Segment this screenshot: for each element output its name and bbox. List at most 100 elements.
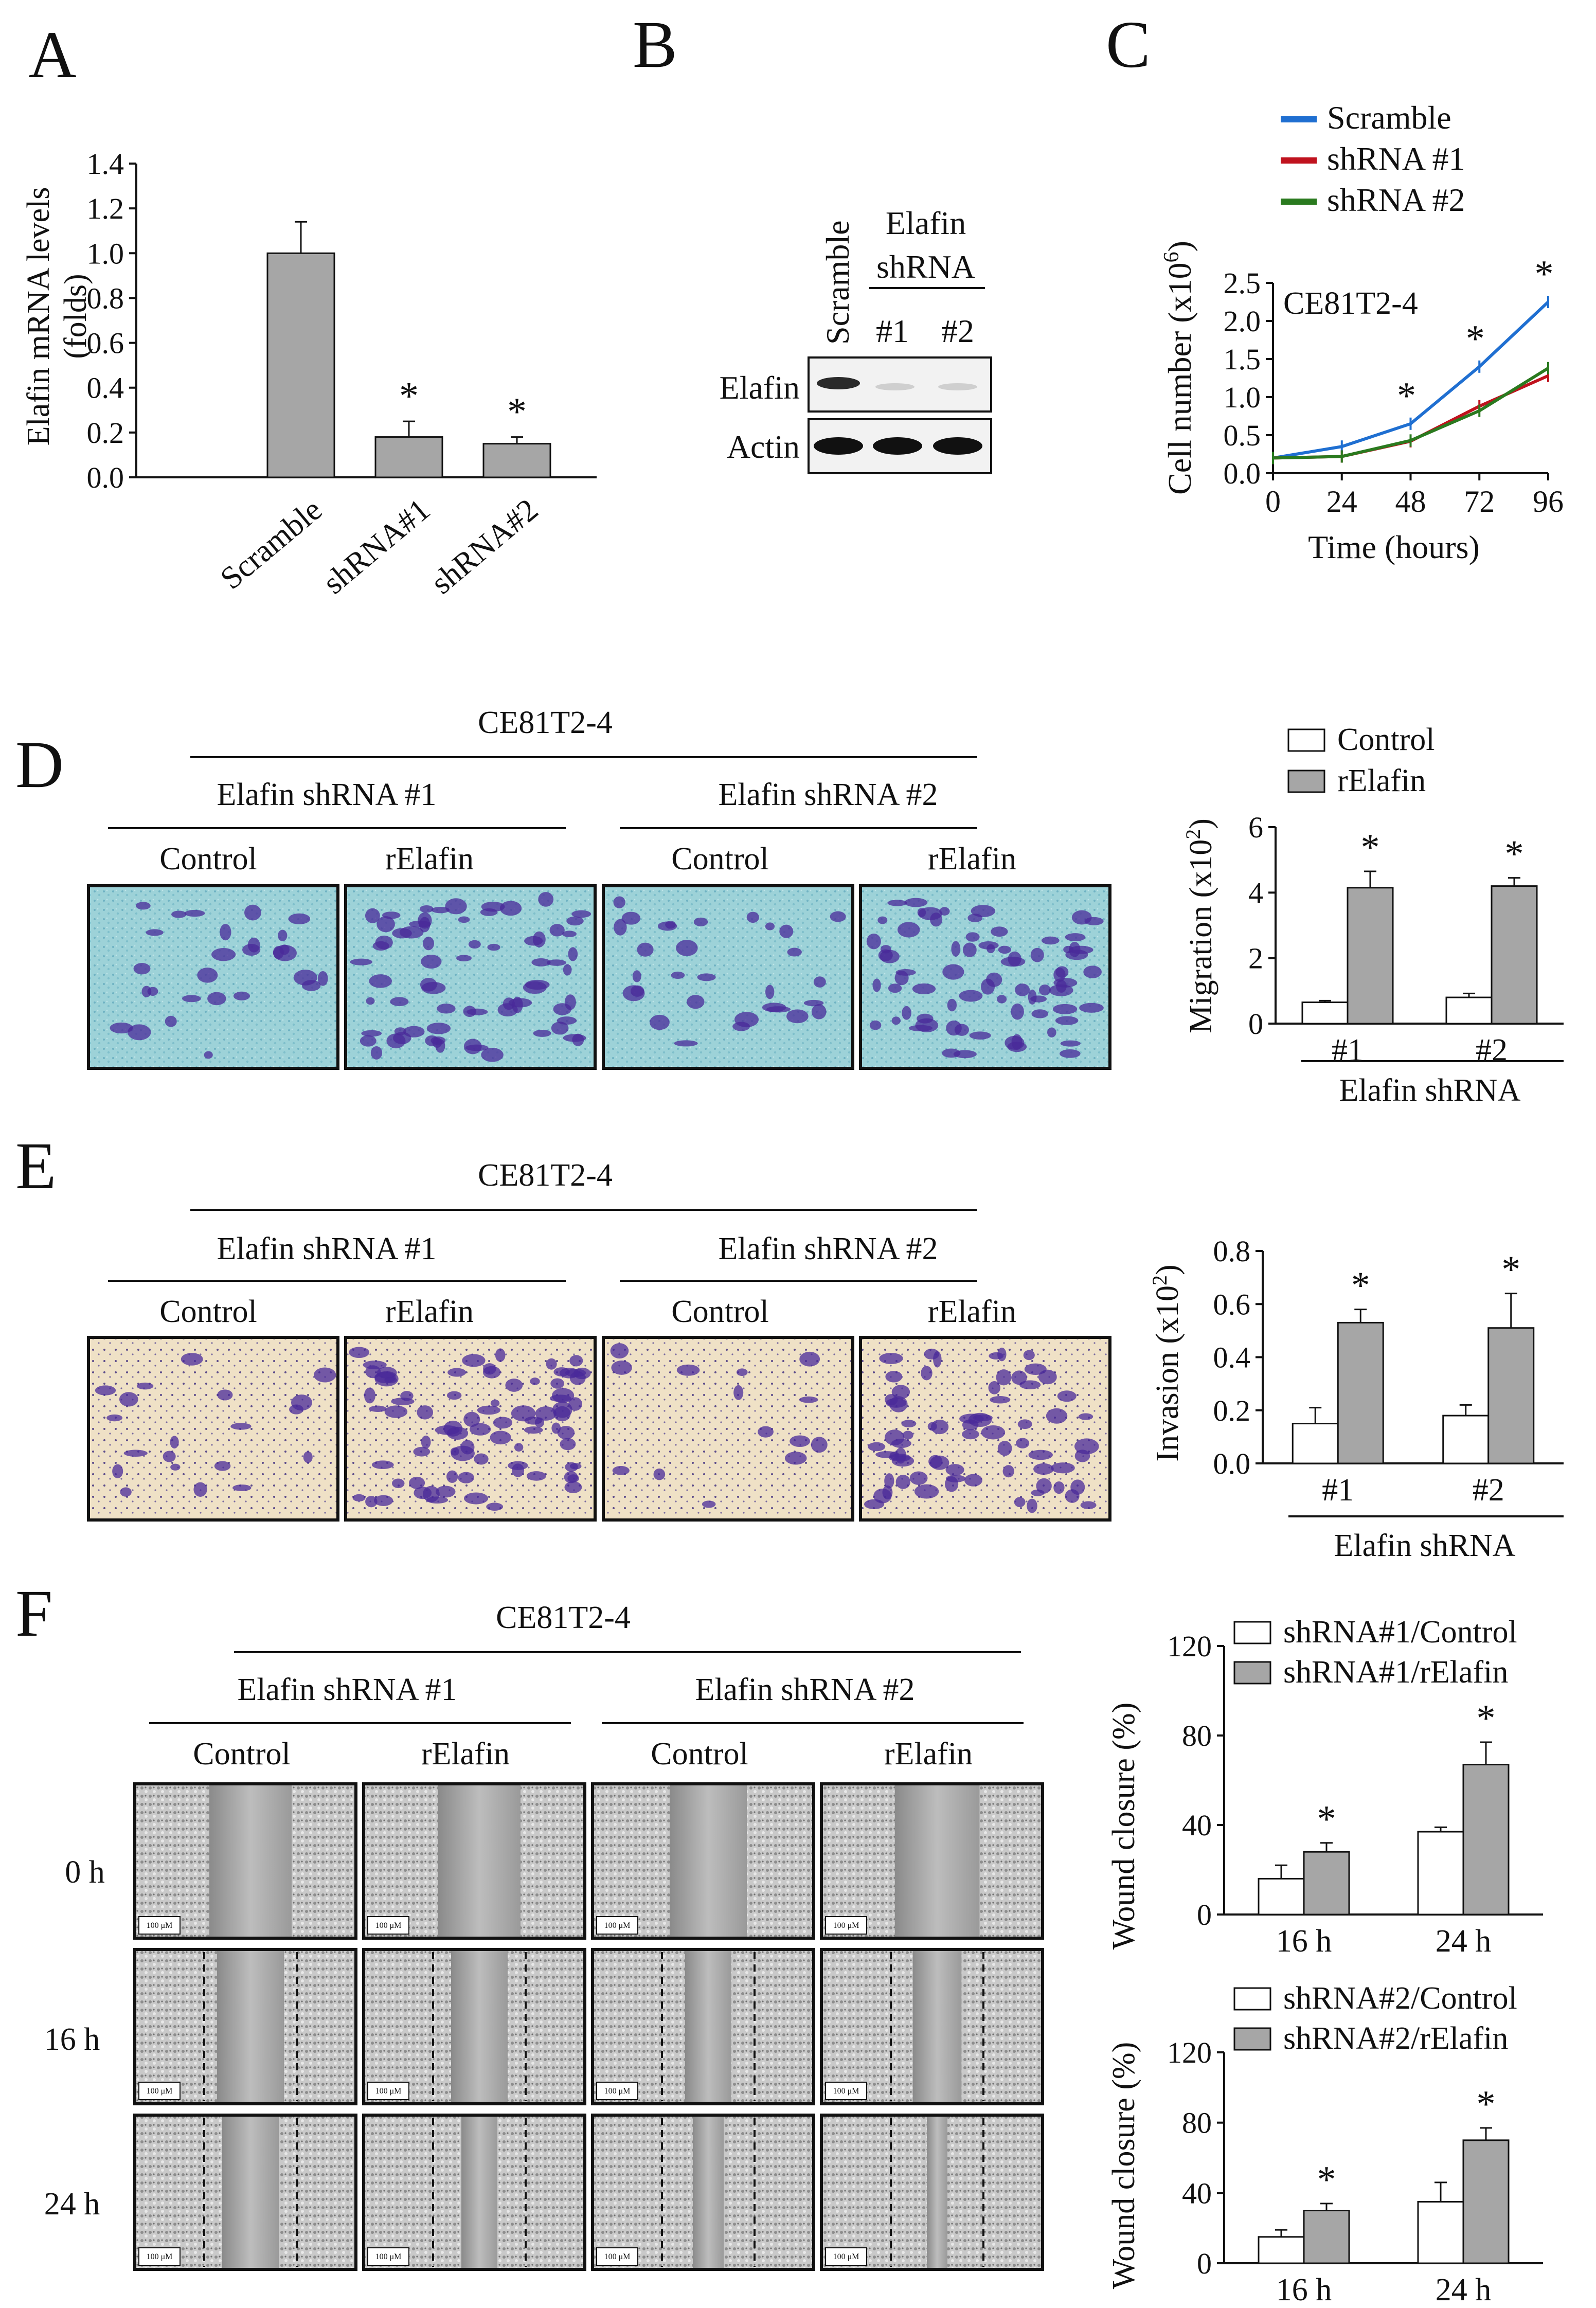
invasion-stained-cell <box>612 1466 630 1475</box>
invasion-stained-cell <box>569 1355 583 1367</box>
migration-stained-cell <box>562 931 577 937</box>
invasion-stained-cell <box>230 1423 252 1430</box>
invasion-stained-cell <box>374 1371 399 1387</box>
blot-group-label-line2: shRNA <box>876 248 975 285</box>
invasion-stained-cell <box>214 1461 231 1471</box>
chart-f2-ytick-label: 0 <box>1197 2247 1212 2280</box>
chart-e-ytick-label: 0.0 <box>1213 1447 1251 1480</box>
chart-f1-ytick-label: 120 <box>1167 1630 1212 1663</box>
invasion-stained-cell <box>352 1494 366 1502</box>
migration-stained-cell <box>445 898 467 915</box>
chart-d-ylabel: Migration (x102) <box>1181 818 1218 1033</box>
scale-bar-label: 100 μM <box>375 2087 402 2096</box>
blot-label-actin: Actin <box>727 428 800 465</box>
invasion-stained-cell <box>1057 1390 1077 1402</box>
invasion-stained-cell <box>447 1368 467 1377</box>
invasion-stained-cell <box>119 1392 138 1407</box>
invasion-stained-cell <box>1038 1369 1057 1385</box>
chart-a-ytick-label: 0.0 <box>87 461 124 494</box>
migration-stained-cell <box>614 919 627 936</box>
chart-d: Migration (x102) 0 2 4 6 * #1 * #2 Elafin shRNA C… <box>1181 722 1564 1108</box>
panel-f-group-1: Elafin shRNA #1 <box>237 1672 457 1707</box>
chart-d-xtick-label: #2 <box>1476 1033 1508 1068</box>
migration-stained-cell <box>991 926 1008 937</box>
invasion-stained-cell <box>371 1460 394 1469</box>
migration-image <box>602 884 854 1070</box>
panel-f-group-2: Elafin shRNA #2 <box>695 1672 914 1707</box>
migration-stained-cell <box>1060 1049 1081 1058</box>
migration-stained-cell <box>278 929 288 941</box>
invasion-stained-cell <box>914 1484 939 1499</box>
invasion-stained-cell <box>505 1379 523 1392</box>
migration-stained-cell <box>888 983 902 993</box>
migration-stained-cell <box>563 1034 586 1042</box>
chart-d-legend-swatch <box>1287 770 1325 793</box>
invasion-stained-cell <box>902 1430 913 1440</box>
chart-d-group-label: Elafin shRNA <box>1339 1073 1520 1108</box>
chart-d-ytick-label: 6 <box>1248 811 1263 844</box>
invasion-image <box>602 1336 854 1522</box>
invasion-stained-cell <box>997 1441 1012 1456</box>
panel-f: CE81T2-4 Elafin shRNA #1 Elafin shRNA #2… <box>44 1600 1044 2271</box>
chart-e-group-label: Elafin shRNA <box>1334 1528 1515 1563</box>
chart-a-sig-mark: * <box>507 390 527 434</box>
chart-f2-ytick-label: 80 <box>1182 2106 1212 2140</box>
chart-d-xtick-label: #1 <box>1332 1033 1364 1068</box>
blot-label-elafin: Elafin <box>720 369 800 406</box>
chart-c-xtick-label: 0 <box>1265 485 1281 518</box>
invasion-stained-cell <box>303 1451 313 1463</box>
panel-d-condition-1: Control <box>159 842 257 876</box>
invasion-stained-cell <box>120 1487 132 1497</box>
migration-stained-cell <box>279 944 290 955</box>
invasion-stained-cell <box>435 1486 456 1498</box>
invasion-stained-cell <box>1078 1413 1093 1420</box>
invasion-stained-cell <box>1028 1450 1053 1460</box>
invasion-stained-cell <box>493 1417 513 1429</box>
migration-stained-cell <box>141 986 152 997</box>
migration-stained-cell <box>171 910 187 918</box>
migration-stained-cell <box>887 900 907 906</box>
migration-stained-cell <box>869 1020 882 1030</box>
wound-gap <box>912 1951 962 2102</box>
chart-f2-ytick-label: 120 <box>1167 2036 1212 2069</box>
migration-stained-cell <box>546 959 566 966</box>
migration-stained-cell <box>350 958 373 965</box>
migration-stained-cell <box>671 971 685 979</box>
chart-a-ytick-label: 1.4 <box>87 147 124 181</box>
invasion-stained-cell <box>123 1450 148 1457</box>
chart-f1-ytick-label: 80 <box>1182 1719 1212 1752</box>
invasion-stained-cell <box>811 1437 828 1453</box>
invasion-stained-cell <box>526 1471 546 1481</box>
migration-stained-cell <box>375 935 393 950</box>
invasion-stained-cell <box>384 1405 408 1418</box>
chart-d-legend-swatch <box>1287 728 1325 752</box>
chart-f1-ytick-label: 40 <box>1182 1809 1212 1842</box>
scale-bar-box <box>367 2247 409 2266</box>
chart-a-sig-mark: * <box>399 374 419 418</box>
migration-stained-cell <box>456 955 472 961</box>
migration-stained-cell <box>523 981 547 994</box>
chart-c-annotation: CE81T2-4 <box>1283 286 1418 321</box>
migration-stained-cell <box>632 970 641 982</box>
migration-stained-cell <box>557 1016 577 1025</box>
migration-stained-cell <box>1008 951 1021 967</box>
chart-f1-legend-swatch <box>1233 1661 1271 1685</box>
scale-bar-box <box>825 2247 867 2266</box>
migration-stained-cell <box>1053 978 1078 988</box>
migration-stained-cell <box>426 1023 451 1034</box>
migration-stained-cell <box>288 913 311 924</box>
migration-stained-cell <box>674 1040 698 1047</box>
invasion-stained-cell <box>895 1475 910 1489</box>
migration-stained-cell <box>481 1047 504 1062</box>
migration-stained-cell <box>930 913 943 927</box>
chart-f2-sig-mark: * <box>1317 2159 1336 2201</box>
migration-stained-cell <box>787 947 802 957</box>
migration-stained-cell <box>1028 989 1037 1005</box>
invasion-stained-cell <box>365 1496 378 1508</box>
chart-e-ytick-label: 0.8 <box>1213 1234 1251 1268</box>
invasion-stained-cell <box>1019 1380 1041 1390</box>
panel-e-condition-2: rElafin <box>385 1294 474 1329</box>
invasion-stained-cell <box>962 1429 979 1440</box>
migration-stained-cell <box>1079 1003 1104 1013</box>
invasion-stained-cell <box>945 1475 966 1482</box>
